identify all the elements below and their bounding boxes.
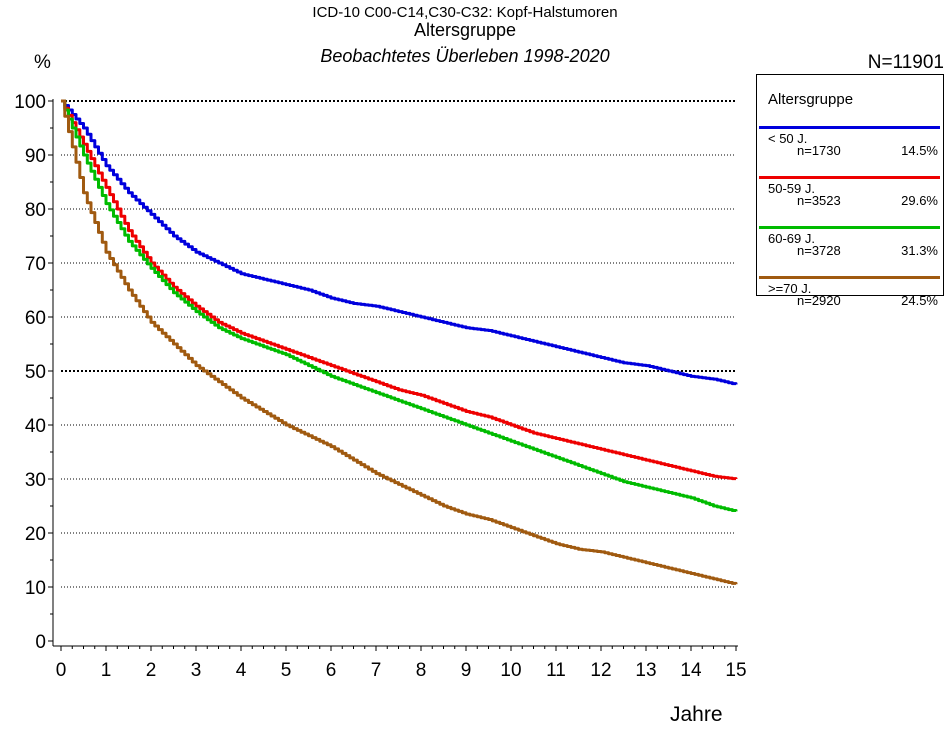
x-tick-label: 1 [101,660,112,681]
y-tick-label: 50 [25,362,46,383]
y-tick-label: 30 [25,470,46,491]
x-tick-label: 9 [461,660,472,681]
legend-name: 60-69 J. [768,231,815,246]
legend-item-under-50: < 50 J. n=1730 14.5% [757,126,943,176]
legend-count: n=1730 [797,143,841,158]
legend-name: 50-59 J. [768,181,815,196]
y-tick-label: 60 [25,308,46,329]
legend-percent: 24.5% [901,293,938,308]
legend-line-70-plus [759,276,940,279]
legend-count: n=3728 [797,243,841,258]
x-tick-label: 4 [236,660,247,681]
legend-line-60-69 [759,226,940,229]
x-tick-label: 14 [680,660,702,681]
legend-percent: 14.5% [901,143,938,158]
y-tick-label: 80 [25,200,46,221]
chart-caption: Beobachtetes Überleben 1998-2020 [320,46,610,66]
y-tick-label: 10 [25,578,46,599]
series-line-0 [61,99,738,386]
legend-item-60-69: 60-69 J. n=3728 31.3% [757,226,943,276]
legend-count: n=3523 [797,193,841,208]
legend-line-under-50 [759,126,940,129]
legend-line-50-59 [759,176,940,179]
x-tick-label: 2 [146,660,157,681]
x-tick-label: 15 [725,660,746,681]
chart-subtitle: Altersgruppe [413,20,517,40]
legend-percent: 31.3% [901,243,938,258]
y-tick-label: 20 [25,524,46,545]
x-tick-label: 7 [371,660,382,681]
x-tick-label: 10 [500,660,521,681]
legend-count: n=2920 [797,293,841,308]
series-line-3 [61,99,738,585]
x-tick-label: 12 [590,660,611,681]
total-count: N=11901 [867,52,944,73]
y-tick-label: 100 [14,92,46,113]
x-tick-label: 3 [191,660,202,681]
y-tick-label: 90 [25,146,46,167]
chart-title: ICD-10 C00-C14,C30-C32: Kopf-Halstumoren [312,4,618,21]
legend-name: >=70 J. [768,281,812,296]
legend-item-70-plus: >=70 J. n=2920 24.5% [757,276,943,326]
legend: Altersgruppe < 50 J. n=1730 14.5% 50-59 … [756,74,944,307]
series-line-1 [61,99,738,481]
legend-percent: 29.6% [901,193,938,208]
y-axis-label: % [34,52,51,73]
x-tick-label: 0 [56,660,67,681]
legend-name: < 50 J. [768,131,808,146]
x-tick-label: 11 [546,660,566,681]
y-tick-label: 70 [25,254,46,275]
x-axis-label: Jahre [670,703,723,726]
x-tick-label: 8 [416,660,427,681]
series-line-2 [61,99,738,512]
x-tick-label: 13 [635,660,656,681]
y-tick-label: 40 [25,416,46,437]
legend-title: Altersgruppe [768,91,854,108]
x-tick-label: 5 [281,660,292,681]
y-tick-label: 0 [35,632,46,653]
legend-item-50-59: 50-59 J. n=3523 29.6% [757,176,943,226]
x-tick-label: 6 [326,660,337,681]
